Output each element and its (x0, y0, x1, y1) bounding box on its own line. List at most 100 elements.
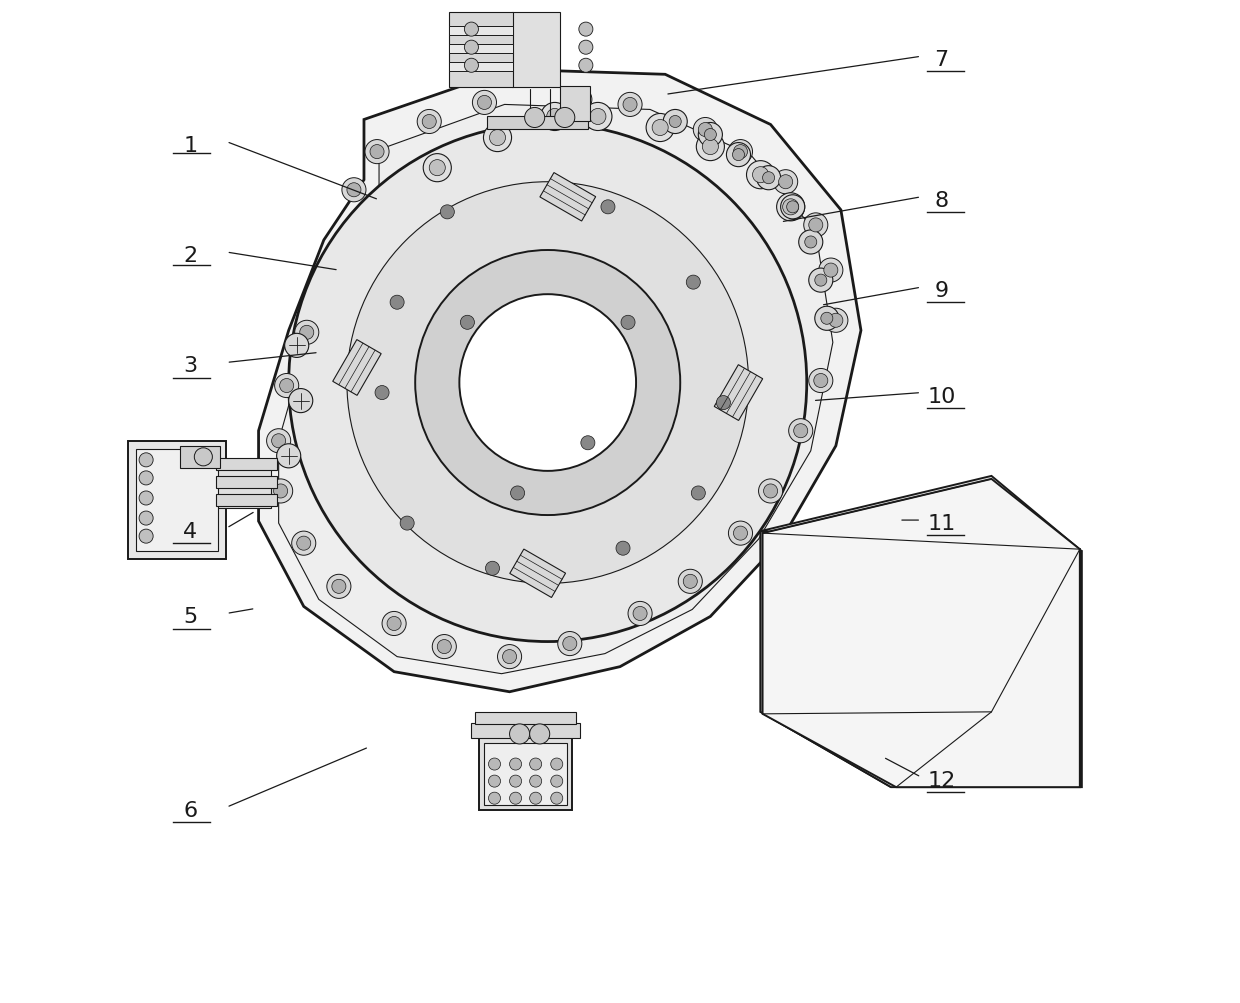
Circle shape (291, 532, 316, 556)
Circle shape (510, 758, 522, 770)
Circle shape (139, 471, 154, 485)
Circle shape (502, 650, 517, 664)
Circle shape (693, 118, 718, 142)
Circle shape (511, 486, 525, 500)
Circle shape (627, 602, 652, 626)
Bar (217, 476, 277, 488)
Circle shape (269, 479, 293, 504)
Circle shape (779, 176, 792, 190)
Circle shape (464, 41, 479, 55)
Bar (512, 13, 559, 88)
Circle shape (728, 522, 753, 546)
Circle shape (272, 434, 285, 448)
Circle shape (815, 275, 827, 287)
Circle shape (460, 316, 475, 330)
Bar (180, 468, 270, 509)
Circle shape (477, 96, 491, 110)
Circle shape (547, 109, 563, 125)
Polygon shape (714, 365, 763, 421)
Circle shape (289, 124, 807, 642)
Circle shape (489, 792, 501, 804)
Circle shape (702, 139, 718, 155)
Circle shape (417, 110, 441, 134)
Bar (217, 494, 277, 507)
Circle shape (415, 251, 681, 516)
Circle shape (391, 296, 404, 310)
Circle shape (342, 179, 366, 203)
Circle shape (601, 201, 615, 215)
Circle shape (794, 424, 807, 438)
Circle shape (490, 130, 506, 146)
Text: 9: 9 (934, 281, 949, 301)
Circle shape (551, 758, 563, 770)
Text: 4: 4 (184, 522, 197, 542)
Circle shape (347, 183, 749, 584)
Circle shape (551, 792, 563, 804)
Circle shape (733, 149, 744, 161)
Bar (217, 458, 277, 470)
Circle shape (579, 59, 593, 73)
Circle shape (274, 484, 288, 498)
Circle shape (370, 145, 384, 159)
Circle shape (579, 41, 593, 55)
Circle shape (698, 123, 712, 137)
Bar (471, 723, 580, 738)
Circle shape (464, 23, 479, 37)
Circle shape (823, 264, 838, 278)
Circle shape (529, 758, 542, 770)
Circle shape (717, 396, 730, 410)
Bar (180, 446, 221, 468)
Polygon shape (259, 70, 861, 692)
Circle shape (759, 479, 782, 504)
Circle shape (579, 23, 593, 37)
Circle shape (805, 237, 817, 249)
Circle shape (776, 194, 805, 222)
Circle shape (489, 758, 501, 770)
Circle shape (683, 575, 697, 589)
Circle shape (285, 334, 309, 358)
Circle shape (652, 120, 668, 136)
Bar (449, 13, 512, 88)
Circle shape (332, 580, 346, 594)
Circle shape (621, 316, 635, 330)
Circle shape (646, 114, 675, 142)
Circle shape (139, 530, 154, 544)
Circle shape (289, 389, 312, 413)
Bar (136, 449, 218, 552)
Circle shape (280, 379, 294, 393)
Circle shape (815, 307, 839, 331)
Text: 3: 3 (184, 356, 197, 376)
Circle shape (704, 129, 717, 141)
Circle shape (808, 369, 833, 393)
Circle shape (584, 103, 613, 131)
Circle shape (691, 486, 706, 500)
Circle shape (510, 775, 522, 787)
Circle shape (541, 103, 569, 131)
Circle shape (433, 635, 456, 659)
Circle shape (365, 140, 389, 164)
Circle shape (139, 453, 154, 467)
Text: 2: 2 (184, 246, 197, 266)
Polygon shape (763, 479, 1080, 787)
Polygon shape (510, 550, 565, 598)
Circle shape (698, 123, 723, 147)
Circle shape (401, 517, 414, 531)
Circle shape (300, 326, 314, 340)
Circle shape (756, 166, 781, 191)
Circle shape (634, 607, 647, 621)
Circle shape (459, 295, 636, 471)
Circle shape (429, 160, 445, 177)
Circle shape (828, 314, 843, 328)
Circle shape (274, 374, 299, 398)
Circle shape (563, 637, 577, 651)
Circle shape (347, 184, 361, 198)
Circle shape (697, 133, 724, 161)
Circle shape (804, 214, 828, 238)
Circle shape (374, 386, 389, 400)
Text: 7: 7 (934, 50, 949, 70)
Bar (449, 63, 512, 72)
Circle shape (746, 161, 775, 190)
Circle shape (484, 124, 512, 152)
Polygon shape (279, 105, 833, 674)
Circle shape (799, 231, 823, 255)
